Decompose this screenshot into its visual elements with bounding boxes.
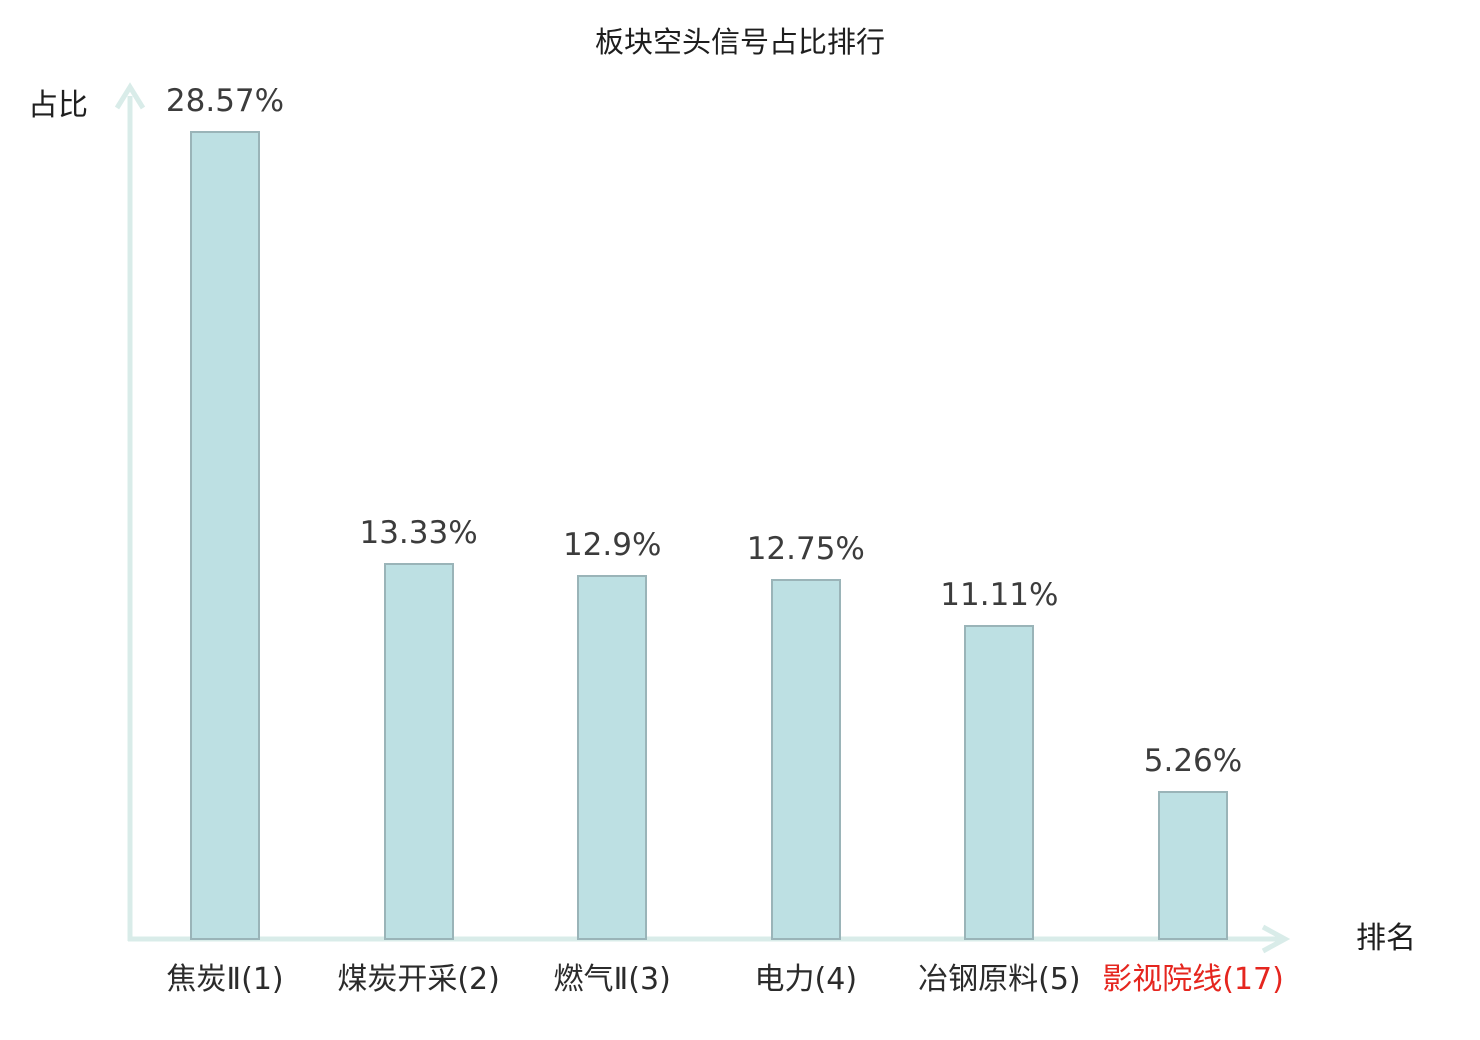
bar-5	[964, 625, 1035, 940]
category-label-6: 影视院线(17)	[1102, 962, 1284, 997]
bar-value-label-6: 5.26%	[1143, 743, 1243, 780]
chart-title: 板块空头信号占比排行	[594, 25, 885, 59]
category-label-1: 焦炭Ⅱ(1)	[166, 962, 284, 997]
bar-value-label-2: 13.33%	[359, 514, 478, 551]
bar-value-label-3: 12.9%	[562, 526, 662, 563]
bar-6	[1158, 791, 1228, 940]
bar-value-label-1: 28.57%	[165, 83, 285, 119]
bar-1	[190, 131, 260, 940]
bar-value-label-5: 11.11%	[940, 577, 1059, 614]
bar-4	[770, 578, 841, 940]
x-axis-arrow-icon	[1261, 924, 1291, 954]
category-label-2: 煤炭开采(2)	[337, 962, 500, 997]
bar-3	[577, 574, 648, 940]
category-label-4: 电力(4)	[754, 962, 858, 997]
bar-value-label-4: 12.75%	[746, 530, 865, 567]
x-axis-label: 排名	[1356, 921, 1416, 956]
category-label-5: 冶钢原料(5)	[918, 962, 1081, 997]
category-label-3: 燃气Ⅱ(3)	[553, 962, 671, 997]
y-axis-label: 占比	[28, 88, 88, 123]
bar-2	[383, 562, 454, 940]
